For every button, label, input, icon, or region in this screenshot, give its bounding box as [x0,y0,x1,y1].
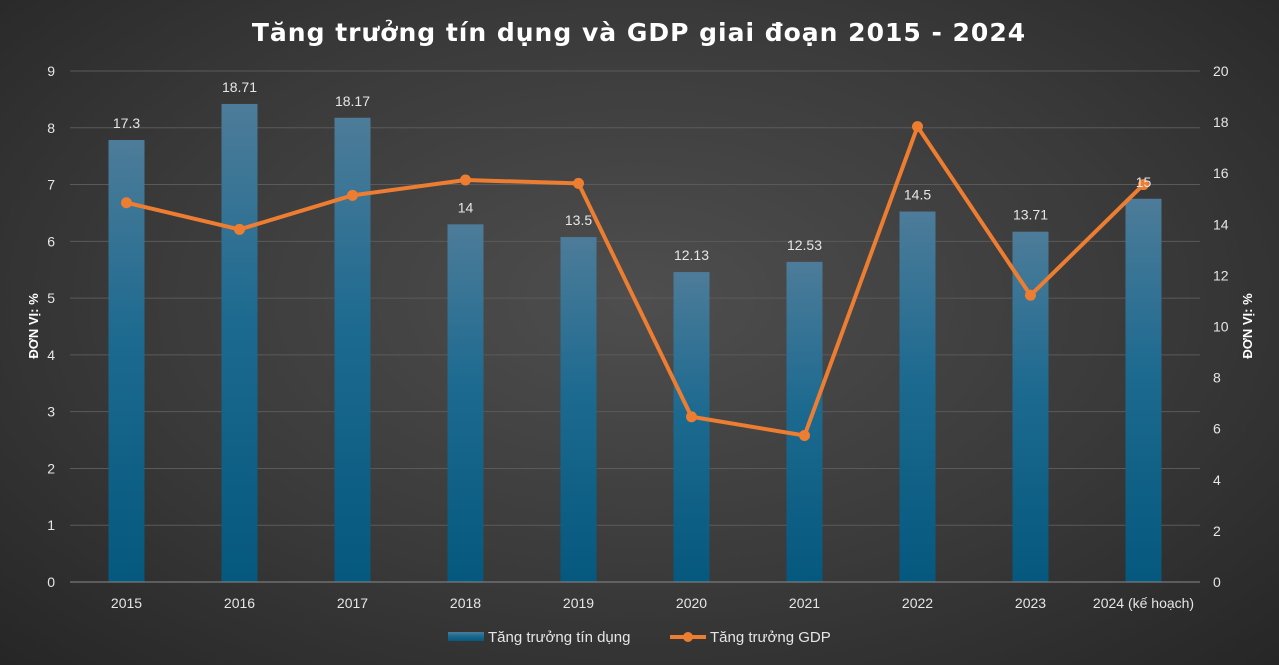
x-tick-label: 2022 [902,595,933,611]
bar [786,261,823,582]
legend-label-credit: Tăng trưởng tín dụng [488,629,630,646]
bar-data-label: 12.13 [674,247,709,263]
gdp-growth-line [121,121,1149,442]
gdp-line-path [126,124,1145,438]
y-right-tick-label: 2 [1213,523,1221,539]
chart-title: Tăng trưởng tín dụng và GDP giai đoạn 20… [252,18,1026,47]
y-right-tick-label: 0 [1213,574,1221,590]
y-left-tick-label: 1 [47,517,55,533]
legend: Tăng trưởng tín dụng Tăng trưởng GDP [448,629,831,646]
gdp-point [799,430,810,442]
gdp-point [912,121,923,133]
gdp-point [686,411,697,423]
y-left-tick-label: 3 [47,404,55,420]
bar [108,139,145,583]
y-left-tick-label: 4 [47,347,55,363]
y-right-tick-label: 8 [1213,370,1221,386]
x-tick-label: 2016 [224,595,255,611]
x-tick-label: 2017 [337,595,368,611]
gdp-point [121,197,132,209]
y-right-tick-label: 6 [1213,421,1221,437]
gdp-point [573,177,584,189]
gdp-point [234,223,245,235]
bar-data-label: 18.17 [335,93,370,109]
y-left-tick-label: 8 [47,120,55,136]
bar [560,237,597,582]
bar-data-label: 14.5 [904,187,931,203]
bar [899,211,936,582]
y-right-axis-label: ĐƠN VỊ: % [1240,293,1255,359]
credit-growth-bars [108,103,1162,583]
bar-data-label: 12.53 [787,237,822,253]
y-right-tick-label: 14 [1213,216,1229,232]
y-right-tick-label: 12 [1213,267,1229,283]
data-labels: 17.3 18.71 18.17 14 13.5 12.13 12.53 14.5 13.71 1… [113,79,1152,263]
x-tick-label: 2015 [111,595,142,611]
gdp-point [460,174,471,186]
bar [447,224,484,583]
bar [221,103,258,582]
bar-data-label: 14 [458,199,474,215]
y-right-tick-label: 16 [1213,165,1229,181]
y-right-tick-label: 4 [1213,472,1221,488]
gdp-point [1138,179,1149,191]
bar [673,272,710,582]
y-left-tick-label: 5 [47,290,55,306]
bar-data-label: 18.71 [222,79,257,95]
y-left-tick-label: 9 [47,63,55,79]
y-left-tick-label: 0 [47,574,55,590]
y-right-tick-label: 18 [1213,114,1229,130]
gdp-point [347,189,358,201]
x-tick-label: 2019 [563,595,594,611]
legend-label-gdp: Tăng trưởng GDP [710,629,831,646]
y-left-tick-label: 2 [47,460,55,476]
x-tick-label: 2020 [676,595,707,611]
x-tick-label: 2024 (kế hoạch) [1093,595,1194,611]
legend-swatch-gdp-marker [683,632,693,642]
bar-data-label: 13.5 [565,212,592,228]
gdp-point [1025,289,1036,301]
y-right-tick-label: 10 [1213,319,1229,335]
bar-data-label: 13.71 [1013,207,1048,223]
x-tick-label: 2018 [450,595,481,611]
bar-data-label: 15 [1136,174,1152,190]
legend-swatch-credit [448,632,484,641]
bar [334,117,371,582]
bar [1125,198,1162,582]
y-right-tick-label: 20 [1213,63,1229,79]
x-tick-label: 2021 [789,595,820,611]
bar-data-label: 17.3 [113,115,140,131]
y-left-axis-label: ĐƠN VỊ: % [26,293,41,359]
y-left-tick-label: 6 [47,233,55,249]
x-tick-label: 2023 [1015,595,1046,611]
y-left-tick-label: 7 [47,177,55,193]
